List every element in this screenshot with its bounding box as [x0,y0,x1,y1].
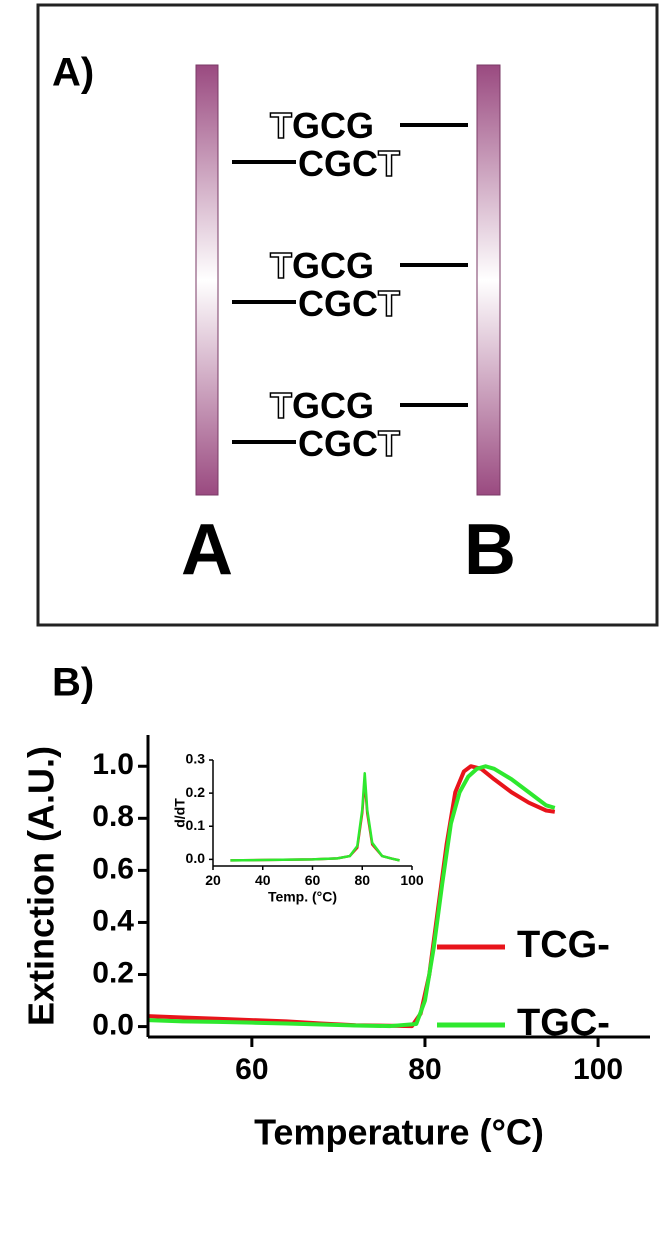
y-axis-label: d/dT [172,798,188,828]
panel-label: B) [52,661,94,705]
y-tick-label: 0.0 [186,850,206,866]
pillar [476,64,501,496]
strand-top: TGCG [270,245,374,286]
outlined-base: T [378,283,400,324]
y-tick-label: 1.0 [92,748,134,781]
y-tick-label: 0.6 [92,852,134,885]
y-tick-label: 0.0 [92,1009,134,1042]
y-tick-label: 0.2 [92,956,134,989]
outlined-base: T [270,385,292,426]
x-axis-label: Temp. (°C) [268,889,337,905]
x-tick-label: 100 [573,1053,623,1086]
y-axis-label: Extinction (A.U.) [21,746,62,1026]
strand-bottom: CGCT [298,143,400,184]
panel-label: A) [52,51,94,95]
x-axis-label: Temperature (°C) [254,1112,544,1153]
legend-label: TCG- [517,924,610,966]
data-line [230,778,400,862]
y-tick-label: 0.2 [186,784,206,800]
x-tick-label: 60 [305,872,321,888]
x-tick-label: 60 [235,1053,268,1086]
bases: GCG [292,105,374,146]
x-tick-label: 80 [408,1053,441,1086]
y-tick-label: 0.1 [186,817,206,833]
outlined-base: T [270,105,292,146]
outlined-base: T [378,143,400,184]
pillar-label: B [464,510,516,590]
bases: GCG [292,385,374,426]
outlined-base: T [378,423,400,464]
pillar-label: A [181,510,233,590]
strand-top: TGCG [270,105,374,146]
y-tick-label: 0.3 [186,751,206,767]
strand-bottom: CGCT [298,283,400,324]
y-tick-label: 0.8 [92,800,134,833]
x-tick-label: 100 [400,872,424,888]
bases: CGC [298,143,378,184]
data-line [230,772,400,862]
strand-top: TGCG [270,385,374,426]
strand-bottom: CGCT [298,423,400,464]
bases: CGC [298,283,378,324]
legend-label: TGC- [517,1002,610,1044]
y-tick-label: 0.4 [92,904,134,937]
outlined-base: T [270,245,292,286]
x-tick-label: 40 [255,872,271,888]
x-tick-label: 80 [354,872,370,888]
panel-frame [36,3,659,627]
pillar [195,64,219,496]
bases: CGC [298,423,378,464]
data-line [147,764,556,1029]
x-tick-label: 20 [205,872,221,888]
data-line [147,764,556,1029]
bases: GCG [292,245,374,286]
